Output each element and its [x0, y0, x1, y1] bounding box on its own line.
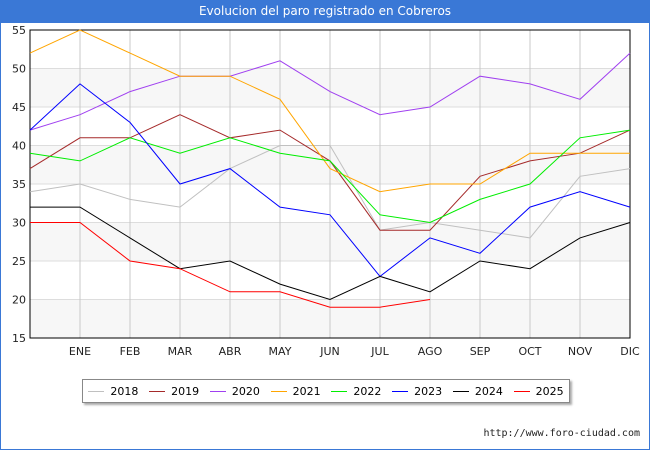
legend-label: 2021	[292, 384, 321, 398]
x-tick-label: JUN	[319, 345, 340, 358]
legend-label: 2022	[353, 384, 382, 398]
legend-item-2022: 2022	[331, 385, 381, 398]
legend-item-2019: 2019	[149, 385, 199, 398]
legend-label: 2020	[231, 384, 260, 398]
legend-swatch	[513, 390, 530, 392]
plot-border	[29, 29, 631, 339]
y-tick-label: 45	[12, 101, 26, 114]
x-tick-label: OCT	[518, 345, 541, 358]
y-tick-label: 40	[12, 140, 26, 153]
legend-item-2018: 2018	[88, 385, 138, 398]
legend: 2018 2019 2020 2021 2022 2023 2024 2025	[82, 379, 570, 403]
y-tick-label: 55	[12, 24, 26, 37]
legend-label: 2023	[414, 384, 443, 398]
x-tick-label: MAY	[269, 345, 292, 358]
x-tick-label: ENE	[69, 345, 91, 358]
legend-swatch	[452, 390, 469, 392]
x-tick-label: AGO	[418, 345, 443, 358]
legend-swatch	[392, 390, 409, 392]
legend-item-2021: 2021	[270, 384, 321, 398]
legend-swatch	[149, 390, 166, 392]
y-tick-label: 50	[12, 63, 26, 76]
y-tick-label: 25	[12, 255, 26, 268]
chart-title: Evolucion del paro registrado en Cobrero…	[0, 0, 650, 23]
legend-item-2025: 2025	[513, 384, 564, 398]
legend-label: 2025	[535, 384, 564, 398]
legend-swatch	[331, 390, 348, 392]
legend-label: 2018	[110, 384, 139, 398]
y-tick-label: 30	[12, 217, 26, 230]
legend-swatch	[209, 390, 226, 392]
x-tick-label: SEP	[470, 345, 491, 358]
y-tick-label: 20	[12, 294, 26, 307]
y-tick-label: 35	[12, 178, 26, 191]
legend-label: 2019	[171, 384, 200, 398]
legend-swatch	[270, 390, 287, 392]
x-tick-label: JUL	[370, 345, 389, 358]
x-tick-label: MAR	[168, 345, 193, 358]
x-tick-label: DIC	[620, 345, 640, 358]
legend-swatch	[88, 390, 105, 392]
x-tick-label: ABR	[219, 345, 242, 358]
legend-item-2020: 2020	[209, 384, 260, 398]
legend-item-2024: 2024	[452, 384, 503, 398]
y-tick-label: 15	[12, 332, 26, 345]
legend-item-2023: 2023	[392, 385, 442, 398]
x-tick-label: FEB	[120, 345, 141, 358]
source-url: http://www.foro-ciudad.com	[483, 428, 640, 439]
legend-label: 2024	[474, 384, 503, 398]
x-tick-label: NOV	[568, 345, 593, 358]
